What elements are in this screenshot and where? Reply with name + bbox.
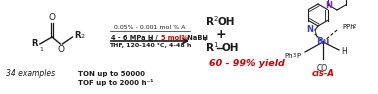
Text: 1: 1: [214, 42, 218, 48]
Text: 2: 2: [353, 24, 356, 29]
Text: 2: 2: [214, 16, 218, 22]
Text: 2: 2: [149, 37, 152, 42]
Text: H: H: [341, 47, 347, 56]
Text: P: P: [296, 53, 300, 59]
Text: O: O: [48, 13, 56, 22]
Text: R: R: [206, 17, 214, 27]
Text: +: +: [216, 28, 227, 41]
Text: THF, 120-140 °C, 4-48 h: THF, 120-140 °C, 4-48 h: [109, 44, 191, 49]
Text: Ru: Ru: [316, 38, 330, 47]
Text: 3: 3: [293, 53, 296, 58]
Text: N: N: [307, 25, 313, 34]
Text: TON up to 50000: TON up to 50000: [78, 71, 145, 77]
Text: 0.05% - 0.001 mol % A: 0.05% - 0.001 mol % A: [114, 25, 186, 30]
Text: R: R: [31, 39, 38, 49]
Text: R: R: [74, 31, 81, 41]
Text: Ph: Ph: [284, 53, 293, 59]
Text: 5 mol%: 5 mol%: [161, 35, 188, 41]
Text: NaBH: NaBH: [185, 35, 208, 41]
Text: OH: OH: [217, 17, 234, 27]
Text: cis-A: cis-A: [311, 69, 335, 78]
Text: R: R: [206, 43, 214, 53]
Text: TOF up to 2000 h⁻¹: TOF up to 2000 h⁻¹: [78, 80, 153, 86]
Text: 4: 4: [203, 37, 206, 42]
Text: /: /: [153, 35, 160, 41]
Text: PPh: PPh: [342, 24, 355, 30]
Text: OH: OH: [222, 43, 240, 53]
Text: 34 examples: 34 examples: [6, 69, 55, 78]
Text: N: N: [325, 2, 333, 11]
Text: 1: 1: [39, 47, 43, 52]
Text: 4 - 6 MPa H: 4 - 6 MPa H: [111, 35, 153, 41]
Text: 60 - 99% yield: 60 - 99% yield: [209, 58, 285, 67]
Text: 2: 2: [81, 34, 85, 39]
Text: O: O: [58, 45, 65, 54]
Text: CO: CO: [316, 64, 328, 73]
